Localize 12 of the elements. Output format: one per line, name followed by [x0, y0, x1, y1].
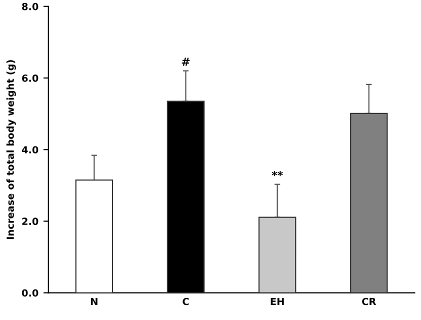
x-tick-label: CR	[362, 298, 376, 306]
y-tick-label: 4.0	[22, 146, 38, 154]
x-tick-label: C	[182, 298, 189, 306]
y-tick-label: 0.0	[22, 289, 38, 297]
x-tick-label: N	[91, 298, 98, 306]
x-tick-label: EH	[270, 298, 284, 306]
annotation: #	[182, 58, 190, 66]
y-axis-title: Increase of total body weight (g)	[6, 60, 16, 239]
annotation: **	[272, 170, 283, 176]
y-tick-label: 6.0	[22, 74, 38, 82]
y-tick-label: 8.0	[22, 2, 38, 10]
y-tick-label: 2.0	[22, 218, 38, 226]
